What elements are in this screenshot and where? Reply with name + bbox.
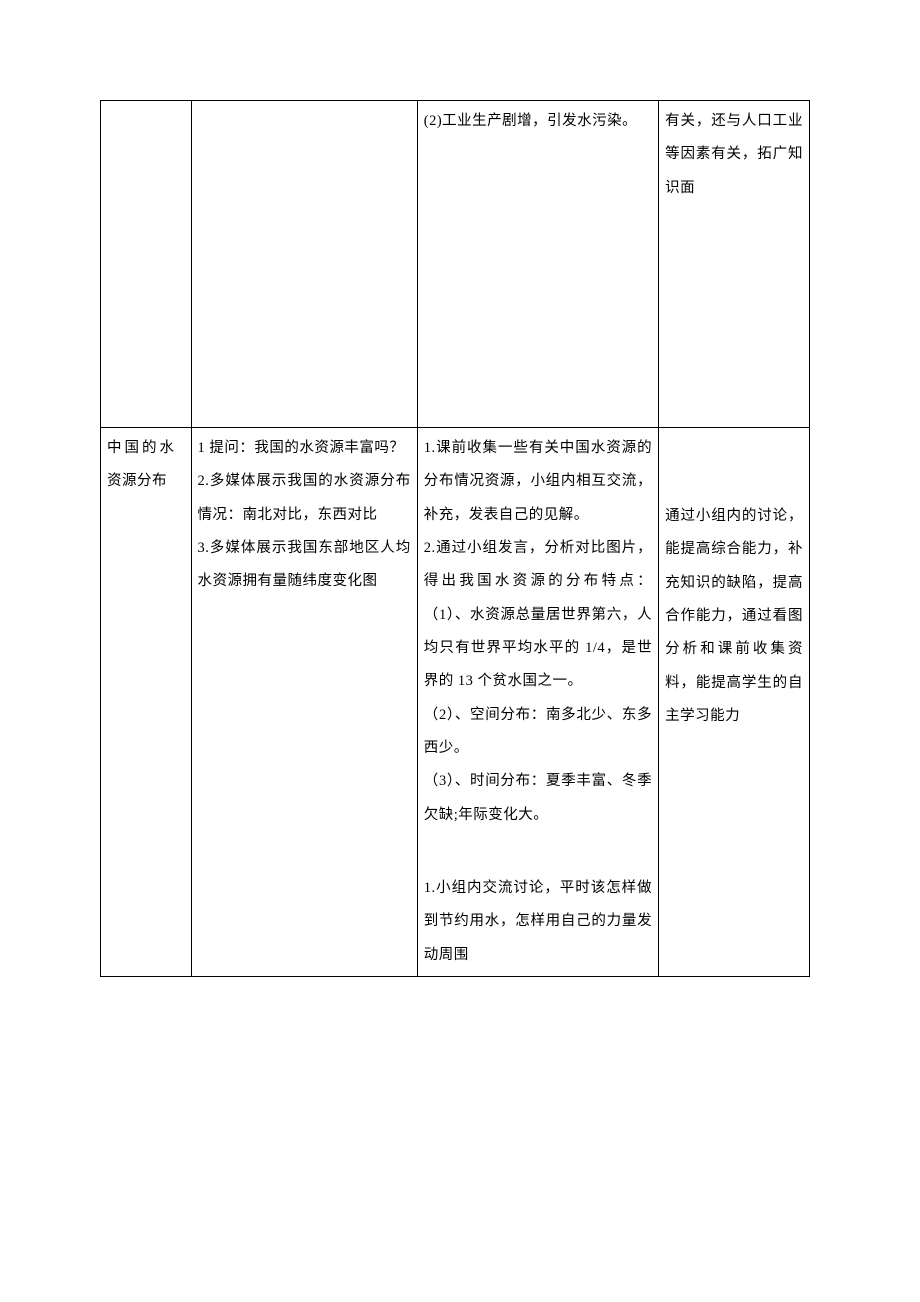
table-row: 中国的水 资源分布 1 提问：我国的水资源丰富吗？ 2.多媒体展示我国的水资源分… bbox=[101, 428, 810, 977]
cell-teacher-activity: 1 提问：我国的水资源丰富吗？ 2.多媒体展示我国的水资源分布情况：南北对比，东… bbox=[191, 428, 417, 977]
cell-text: 有关，还与人口工业等因素有关，拓广知识面 bbox=[665, 113, 803, 196]
table-row: (2)工业生产剧增，引发水污染。 有关，还与人口工业等因素有关，拓广知识面 bbox=[101, 101, 810, 428]
cell-text-part2: 1.小组内交流讨论，平时该怎样做到节约用水，怎样用自己的力量发动周围 bbox=[424, 880, 652, 963]
cell-text-line2: 资源分布 bbox=[107, 473, 167, 489]
cell-text: 1 提问：我国的水资源丰富吗？ 2.多媒体展示我国的水资源分布情况：南北对比，东… bbox=[198, 440, 411, 589]
cell-text: 通过小组内的讨论，能提高综合能力，补充知识的缺陷，提高合作能力，通过看图分析和课… bbox=[665, 508, 803, 724]
lesson-plan-table: (2)工业生产剧增，引发水污染。 有关，还与人口工业等因素有关，拓广知识面 中国… bbox=[100, 100, 810, 977]
cell-padding-top bbox=[665, 432, 803, 500]
cell-text-part1: 1.课前收集一些有关中国水资源的分布情况资源，小组内相互交流，补充，发表自己的见… bbox=[424, 440, 652, 823]
cell-topic bbox=[101, 101, 192, 428]
cell-student-activity: (2)工业生产剧增，引发水污染。 bbox=[417, 101, 658, 428]
cell-topic: 中国的水 资源分布 bbox=[101, 428, 192, 977]
cell-text-line1: 中国的水 bbox=[107, 440, 177, 456]
cell-design-intent: 有关，还与人口工业等因素有关，拓广知识面 bbox=[659, 101, 810, 428]
cell-student-activity: 1.课前收集一些有关中国水资源的分布情况资源，小组内相互交流，补充，发表自己的见… bbox=[417, 428, 658, 977]
cell-teacher-activity bbox=[191, 101, 417, 428]
document-page: (2)工业生产剧增，引发水污染。 有关，还与人口工业等因素有关，拓广知识面 中国… bbox=[0, 0, 920, 1302]
cell-gap bbox=[424, 832, 652, 872]
cell-text: (2)工业生产剧增，引发水污染。 bbox=[424, 113, 637, 129]
cell-design-intent: 通过小组内的讨论，能提高综合能力，补充知识的缺陷，提高合作能力，通过看图分析和课… bbox=[659, 428, 810, 977]
